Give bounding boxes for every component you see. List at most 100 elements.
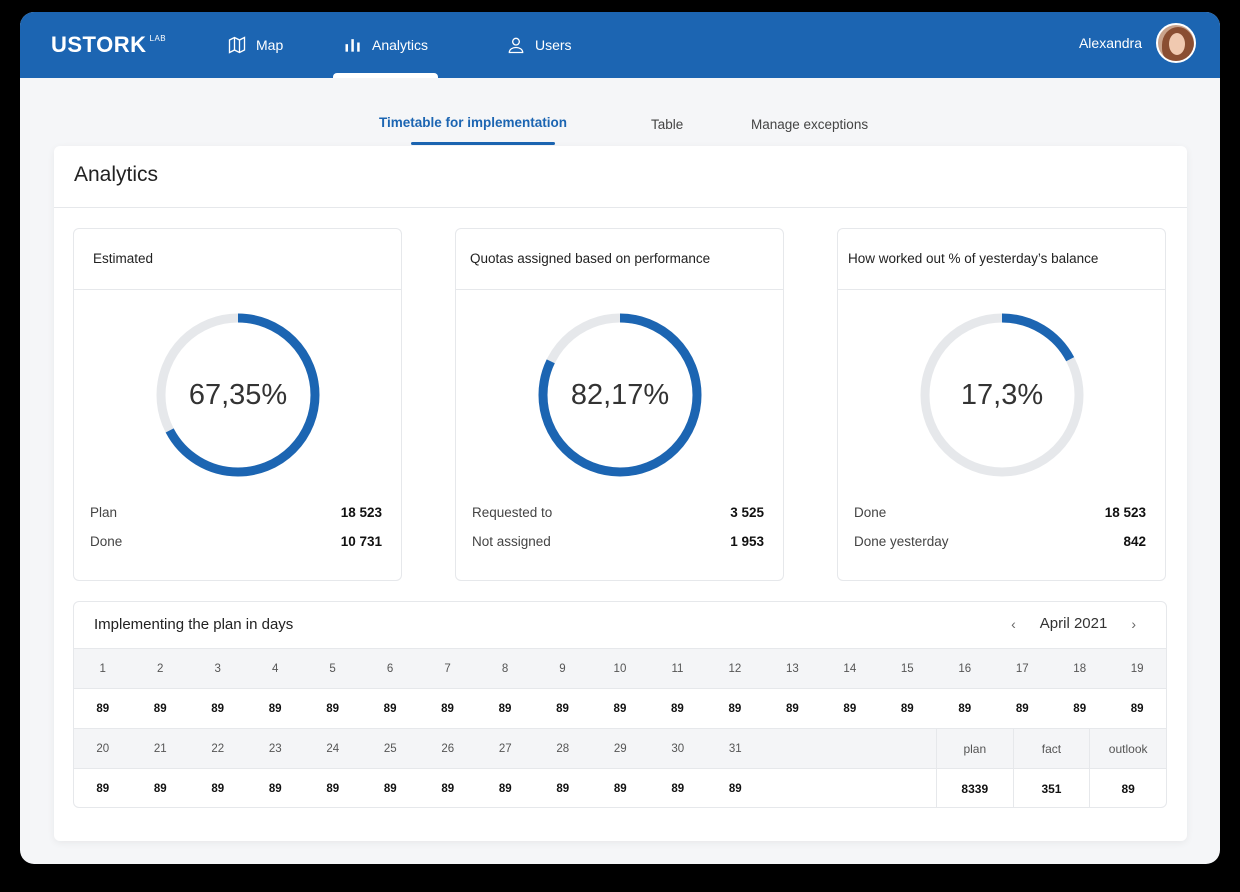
day-value: 89 [1130, 702, 1144, 715]
day-value: 89 [96, 702, 110, 715]
day-value: 89 [728, 782, 742, 795]
tab-table[interactable]: Table [651, 117, 684, 132]
chevron-left-icon[interactable]: ‹ [1011, 615, 1016, 632]
donut-percent: 82,17% [570, 378, 670, 411]
day-value: 89 [785, 702, 799, 715]
day-value: 89 [441, 702, 454, 715]
user-menu[interactable]: Alexandra [1079, 23, 1196, 63]
day-value: 89 [383, 702, 397, 715]
day-number: 1 [99, 662, 106, 675]
day-number: 16 [958, 662, 972, 675]
active-tab-indicator [411, 142, 555, 145]
tab-manage-exceptions[interactable]: Manage exceptions [751, 117, 869, 132]
day-number: 11 [671, 662, 684, 675]
day-number: 22 [211, 742, 225, 755]
day-value: 89 [441, 782, 455, 795]
day-number: 6 [386, 662, 394, 675]
day-number: 10 [613, 662, 627, 675]
day-value: 89 [96, 782, 110, 795]
card-title: Quotas assigned based on performance [456, 229, 783, 290]
day-number: 8 [501, 662, 509, 675]
day-number: 7 [444, 662, 451, 675]
day-number: 28 [556, 742, 570, 755]
day-value: 89 [211, 782, 225, 795]
stat-value: 1 953 [730, 534, 764, 549]
donut-percent: 17,3% [960, 378, 1044, 411]
summary-header: plan [935, 729, 1013, 768]
chevron-right-icon[interactable]: › [1131, 615, 1136, 632]
day-value: 89 [153, 782, 167, 795]
stat-label: Plan [90, 505, 118, 520]
day-value-row: 89 89 89 89 89 89 89 89 89 89 89 89 89 89 89 89 89 89 89 [74, 688, 1166, 728]
day-value: 89 [728, 702, 742, 715]
day-number: 3 [214, 662, 221, 675]
logo-text: USTORK [51, 32, 147, 57]
nav-analytics-label: Analytics [372, 37, 429, 53]
summary-header: outlook [1089, 729, 1166, 768]
day-header-row: 1 2 3 4 5 6 7 8 9 10 11 12 13 14 15 16 17 18 19 [74, 648, 1166, 688]
day-value: 89 [556, 782, 570, 795]
day-number: 14 [843, 662, 857, 675]
day-number: 21 [153, 742, 167, 755]
day-number: 27 [498, 742, 512, 755]
nav-map-label: Map [256, 37, 284, 53]
plan-header: Implementing the plan in days ‹ April 20… [74, 602, 1166, 648]
stat-row: Requested to 3 525 [472, 505, 764, 520]
nav-users-label: Users [535, 37, 572, 53]
day-value: 89 [900, 702, 914, 715]
avatar[interactable] [1156, 23, 1196, 63]
day-number: 2 [157, 662, 164, 675]
day-value: 89 [383, 782, 397, 795]
day-number: 26 [441, 742, 455, 755]
donut-chart [156, 313, 320, 477]
day-number: 25 [383, 742, 397, 755]
day-header-row: 20 21 22 23 24 25 26 27 28 29 30 31 plan fact outlook [74, 728, 1166, 768]
stat-row: Plan 18 523 [90, 505, 382, 520]
donut-progress [920, 313, 1084, 477]
day-value: 89 [671, 782, 685, 795]
bar-chart-icon [345, 39, 360, 52]
stat-row: Done 18 523 [854, 505, 1146, 520]
day-number: 31 [728, 742, 742, 755]
day-value: 89 [268, 782, 282, 795]
nav-analytics[interactable]: Analytics [332, 12, 439, 78]
logo-sup: LAB [149, 34, 167, 43]
app-window: USTORK LAB Map Analytics Users Alexandra… [20, 12, 1220, 864]
day-number: 24 [326, 742, 340, 755]
donut-chart [920, 313, 1084, 477]
day-value: 89 [326, 702, 339, 715]
logo[interactable]: USTORK LAB [51, 32, 166, 58]
tab-timetable[interactable]: Timetable for implementation [379, 115, 568, 130]
month-label: April 2021 [1039, 615, 1108, 632]
day-number: 12 [728, 662, 742, 675]
card-yesterday-balance: How worked out % of yesterday’s balance … [837, 228, 1166, 581]
top-navbar: USTORK LAB Map Analytics Users Alexandra [20, 12, 1220, 78]
day-value: 89 [268, 702, 282, 715]
summary-value: 351 [1012, 769, 1090, 807]
stat-value: 842 [1123, 534, 1146, 549]
day-value: 89 [556, 702, 569, 715]
stat-value: 18 523 [1104, 505, 1146, 520]
day-value-row: 89 89 89 89 89 89 89 89 89 89 89 89 8339 351 89 [74, 768, 1166, 807]
card-title: Estimated [74, 229, 401, 290]
donut-progress [538, 313, 702, 477]
donut-progress [156, 313, 320, 477]
donut-chart [538, 313, 702, 477]
day-value: 89 [1015, 702, 1029, 715]
day-number: 9 [559, 662, 566, 675]
panel-title: Analytics [54, 146, 1187, 208]
day-value: 89 [671, 702, 684, 715]
spacer [764, 729, 936, 768]
nav-map[interactable]: Map [227, 12, 283, 78]
day-number: 4 [271, 662, 279, 675]
user-icon [508, 37, 524, 54]
month-navigator: ‹ April 2021 › [1011, 615, 1136, 632]
card-estimated: Estimated 67,35% Plan 18 523 Done 10 731 [73, 228, 402, 581]
summary-value: 89 [1089, 769, 1166, 807]
nav-users[interactable]: Users [506, 12, 572, 78]
day-number: 5 [329, 662, 336, 675]
donut-percent: 67,35% [188, 378, 288, 411]
day-value: 89 [1073, 702, 1087, 715]
day-value: 89 [613, 782, 627, 795]
day-number: 20 [96, 742, 110, 755]
